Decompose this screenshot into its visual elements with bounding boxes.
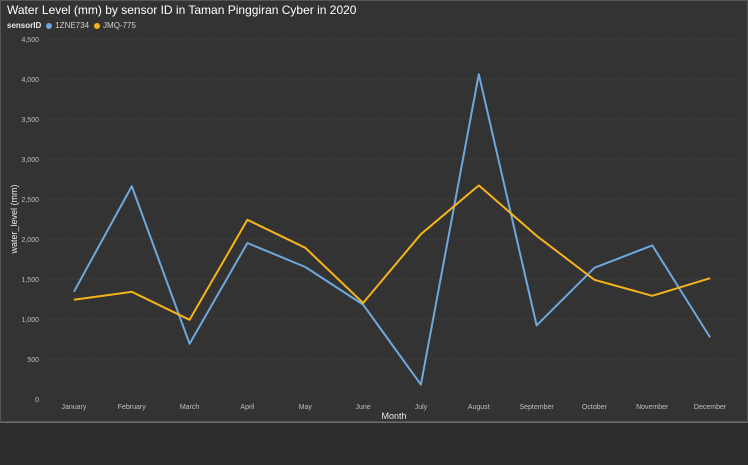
- legend-title: sensorID: [7, 21, 42, 30]
- chart-title: Water Level (mm) by sensor ID in Taman P…: [7, 3, 357, 17]
- series-line-1: [73, 73, 711, 386]
- legend-label-series-2: JMQ-775: [103, 21, 136, 30]
- x-tick-label: November: [636, 404, 669, 411]
- y-tick-label: 3,500: [21, 117, 39, 124]
- x-tick-label: June: [355, 404, 370, 411]
- y-tick-label: 1,500: [21, 277, 39, 284]
- bottom-panel: [0, 422, 748, 465]
- x-tick-label: September: [519, 404, 554, 411]
- x-tick-label: October: [582, 404, 608, 411]
- legend-marker-series-2: [94, 22, 101, 29]
- legend-marker-series-1: [46, 22, 53, 29]
- x-tick-label: August: [468, 404, 490, 411]
- series-line-2: [73, 184, 711, 321]
- y-tick-label: 4,500: [21, 37, 39, 44]
- legend-entry-series-2[interactable]: JMQ-775: [94, 21, 136, 30]
- legend-entry-series-1[interactable]: 1ZNE734: [46, 21, 89, 30]
- chart-visual: Water Level (mm) by sensor ID in Taman P…: [0, 0, 748, 422]
- line-chart: 0 500 1,000 1,500 2,000 2,500 3,000 3,500 4,000 4…: [9, 37, 739, 421]
- y-tick-label: 0: [35, 397, 39, 404]
- x-tick-label: May: [299, 404, 313, 411]
- y-axis-title: water_level (mm): [9, 184, 19, 254]
- y-tick-label: 2,000: [21, 237, 39, 244]
- y-tick-label: 500: [27, 357, 39, 364]
- y-tick-label: 1,000: [21, 317, 39, 324]
- x-tick-label: February: [118, 404, 147, 411]
- x-tick-label: April: [240, 404, 254, 411]
- x-tick-label: December: [694, 404, 727, 411]
- legend-label-series-1: 1ZNE734: [55, 21, 90, 30]
- legend: sensorID 1ZNE734 JMQ-775: [7, 21, 136, 30]
- y-tick-label: 3,000: [21, 157, 39, 164]
- x-tick-label: January: [61, 404, 86, 411]
- x-tick-label: July: [415, 404, 428, 411]
- y-tick-label: 2,500: [21, 197, 39, 204]
- x-tick-label: March: [180, 404, 200, 411]
- x-axis-title: Month: [381, 411, 406, 421]
- y-tick-label: 4,000: [21, 77, 39, 84]
